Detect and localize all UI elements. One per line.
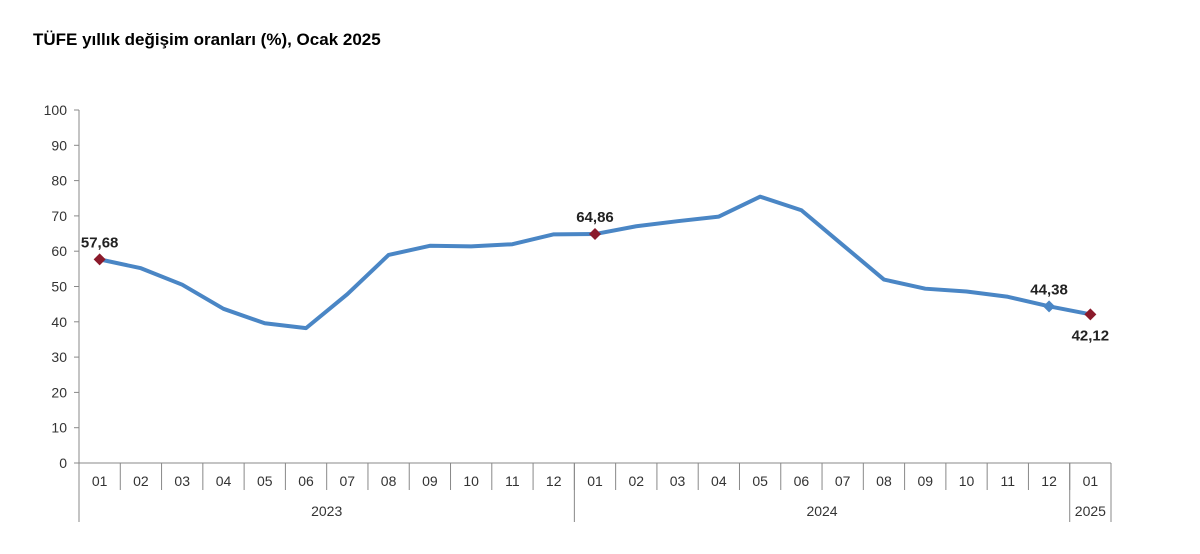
- y-tick-label: 70: [51, 208, 67, 224]
- chart-title: TÜFE yıllık değişim oranları (%), Ocak 2…: [33, 30, 381, 49]
- y-tick-label: 90: [51, 137, 67, 153]
- x-tick-label: 01: [1083, 473, 1099, 489]
- x-tick-label: 09: [917, 473, 933, 489]
- x-tick-label: 10: [959, 473, 975, 489]
- x-tick-label: 05: [752, 473, 768, 489]
- data-marker: [589, 228, 601, 241]
- x-tick-label: 11: [1001, 473, 1016, 489]
- data-label: 44,38: [1030, 281, 1068, 298]
- x-tick-label: 09: [422, 473, 438, 489]
- x-tick-label: 04: [216, 473, 232, 489]
- y-tick-label: 20: [51, 384, 67, 400]
- year-label: 2025: [1075, 503, 1106, 519]
- x-tick-label: 08: [876, 473, 892, 489]
- y-tick-label: 60: [51, 243, 67, 259]
- data-label: 57,68: [81, 234, 119, 251]
- x-tick-label: 07: [340, 473, 356, 489]
- y-tick-label: 80: [51, 173, 67, 189]
- x-tick-label: 10: [463, 473, 479, 489]
- y-tick-label: 10: [51, 420, 67, 436]
- x-tick-label: 03: [670, 473, 686, 489]
- y-tick-label: 0: [59, 455, 67, 471]
- x-tick-label: 01: [587, 473, 603, 489]
- data-marker: [1084, 308, 1097, 321]
- x-tick-label: 05: [257, 473, 273, 489]
- x-tick-label: 02: [628, 473, 644, 489]
- x-tick-label: 02: [133, 473, 149, 489]
- year-label: 2023: [311, 503, 342, 519]
- x-tick-label: 12: [1041, 473, 1057, 489]
- data-label: 42,12: [1072, 327, 1110, 344]
- x-tick-label: 04: [711, 473, 727, 489]
- data-label: 64,86: [576, 209, 614, 226]
- x-tick-label: 07: [835, 473, 851, 489]
- x-tick-label: 03: [174, 473, 190, 489]
- y-tick-label: 50: [51, 279, 67, 295]
- x-tick-label: 06: [298, 473, 314, 489]
- x-tick-label: 12: [546, 473, 562, 489]
- x-tick-label: 08: [381, 473, 397, 489]
- data-marker: [1043, 300, 1056, 313]
- x-tick-label: 06: [794, 473, 810, 489]
- x-tick-label: 11: [505, 473, 520, 489]
- year-label: 2024: [806, 503, 837, 519]
- y-tick-label: 100: [44, 102, 68, 118]
- x-tick-label: 01: [92, 473, 108, 489]
- y-tick-label: 40: [51, 314, 67, 330]
- data-marker: [93, 253, 106, 266]
- y-tick-label: 30: [51, 349, 67, 365]
